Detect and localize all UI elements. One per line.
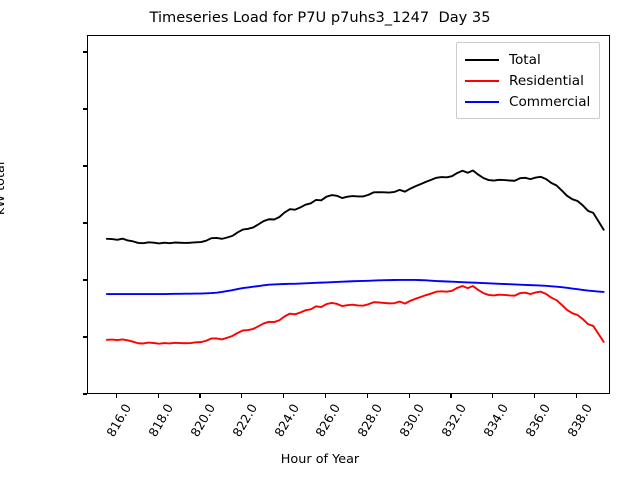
x-tick-mark xyxy=(115,394,117,398)
legend-item-total: Total xyxy=(465,49,590,70)
legend-item-residential: Residential xyxy=(465,70,590,91)
series-line-residential xyxy=(105,285,605,345)
y-axis-label: kW total xyxy=(0,161,8,215)
y-tick-mark xyxy=(83,222,87,224)
legend-item-commercial: Commercial xyxy=(465,91,590,112)
x-tick-mark xyxy=(534,394,536,398)
x-tick-mark xyxy=(241,394,243,398)
legend-label: Total xyxy=(509,51,541,68)
x-tick-mark xyxy=(324,394,327,398)
y-tick-mark xyxy=(83,51,87,53)
series-line-commercial xyxy=(105,278,605,295)
series-line-total xyxy=(105,169,605,245)
legend-swatch-total xyxy=(465,58,499,61)
y-tick-mark xyxy=(83,165,87,167)
y-tick-mark xyxy=(83,108,87,110)
x-tick-mark xyxy=(157,394,159,398)
chart-title: Timeseries Load for P7U p7uhs3_1247 Day … xyxy=(149,9,491,26)
y-tick-mark xyxy=(83,393,87,395)
y-tick-mark xyxy=(83,279,87,281)
x-tick-mark xyxy=(408,394,410,398)
legend-swatch-commercial xyxy=(465,100,499,103)
legend-label: Commercial xyxy=(509,93,591,110)
legend-swatch-residential xyxy=(465,79,499,82)
x-tick-mark xyxy=(199,394,201,398)
x-tick-mark xyxy=(450,394,452,398)
x-tick-mark xyxy=(283,394,285,398)
legend-label: Residential xyxy=(509,72,584,89)
x-tick-mark xyxy=(575,394,578,398)
x-tick-mark xyxy=(366,394,368,398)
y-tick-mark xyxy=(83,336,87,338)
plot-lines xyxy=(105,169,605,345)
chart-legend: Total Residential Commercial xyxy=(456,42,601,119)
x-tick-mark xyxy=(492,394,494,398)
x-axis-label: Hour of Year xyxy=(280,452,360,467)
x-tick-label: 816.0 xyxy=(103,401,135,440)
